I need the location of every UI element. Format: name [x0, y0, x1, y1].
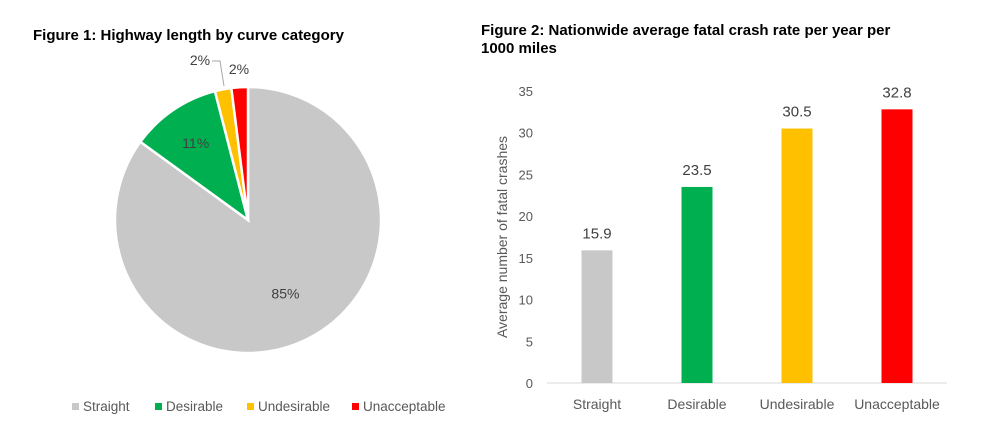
pie-leader-line: [212, 60, 225, 87]
bar-straight: [581, 250, 613, 383]
legend-swatch-undesirable: [247, 403, 254, 410]
y-tick-label: 25: [519, 167, 533, 182]
y-axis-label: Average number of fatal crashes: [494, 136, 510, 338]
bar-unacceptable: [881, 109, 913, 384]
y-tick-label: 20: [519, 209, 533, 224]
pie-chart-title: Figure 1: Highway length by curve catego…: [33, 27, 344, 44]
bar-chart-title: Figure 2: Nationwide average fatal crash…: [481, 22, 891, 57]
pie-label-desirable: 11%: [182, 135, 209, 151]
pie-slice-desirable: [138, 89, 251, 224]
y-tick-label: 10: [519, 293, 533, 308]
legend-swatch-unacceptable: [352, 403, 359, 410]
legend-label-desirable: Desirable: [166, 399, 223, 414]
legend-label-straight: Straight: [83, 399, 130, 414]
bar-desirable: [681, 186, 713, 383]
bar-undesirable: [781, 128, 813, 383]
legend-label-unacceptable: Unacceptable: [363, 399, 446, 414]
bar-chart: 0 5 10 15 20 25 30 35 Average number of fatal cr…: [494, 84, 947, 412]
y-tick-label: 0: [526, 376, 533, 391]
pie-label-unacceptable: 2%: [229, 61, 249, 77]
bar-value-label-straight: 15.9: [582, 225, 611, 242]
x-tick-label-undesirable: Undesirable: [760, 396, 835, 412]
y-tick-label: 5: [526, 334, 533, 349]
y-tick-label: 30: [519, 126, 533, 141]
legend-label-undesirable: Undesirable: [258, 399, 330, 414]
bar-value-label-desirable: 23.5: [682, 162, 711, 179]
pie-label-straight: 85%: [271, 285, 299, 301]
y-tick-label: 35: [519, 84, 533, 99]
pie-label-undesirable: 2%: [190, 52, 210, 68]
legend-swatch-straight: [72, 403, 79, 410]
x-tick-label-desirable: Desirable: [667, 396, 726, 412]
y-tick-label: 15: [519, 251, 533, 266]
legend-swatch-desirable: [155, 403, 162, 410]
x-tick-label-straight: Straight: [573, 396, 621, 412]
pie-chart: 85% 11% 2% 2% Straight Desirable Undesirable U…: [72, 52, 446, 414]
pie-slice-unacceptable: [229, 85, 250, 221]
bar-value-label-undesirable: 30.5: [782, 104, 811, 121]
x-tick-label-unacceptable: Unacceptable: [854, 396, 940, 412]
bar-value-label-unacceptable: 32.8: [882, 84, 911, 101]
